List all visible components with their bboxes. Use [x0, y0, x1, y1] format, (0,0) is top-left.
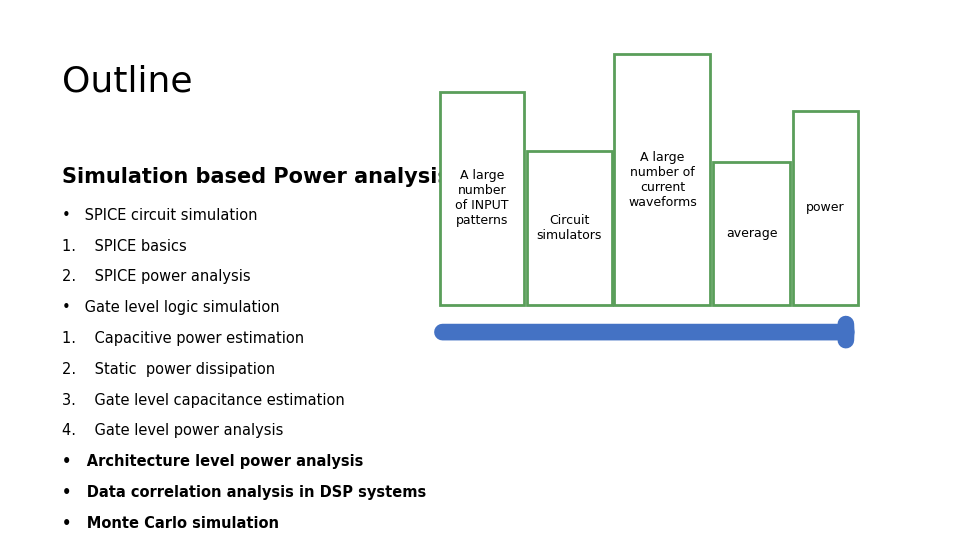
Bar: [527, 151, 612, 305]
Text: •   Data correlation analysis in DSP systems: • Data correlation analysis in DSP syste…: [62, 485, 426, 500]
Text: A large
number
of INPUT
patterns: A large number of INPUT patterns: [455, 170, 509, 227]
Text: Circuit
simulators: Circuit simulators: [537, 214, 602, 242]
Text: •   Architecture level power analysis: • Architecture level power analysis: [62, 454, 364, 469]
Text: 4.    Gate level power analysis: 4. Gate level power analysis: [62, 423, 284, 438]
Text: power: power: [806, 201, 845, 214]
Text: 2.    Static  power dissipation: 2. Static power dissipation: [62, 362, 276, 377]
Text: A large
number of
current
waveforms: A large number of current waveforms: [628, 151, 697, 208]
Bar: [793, 111, 858, 305]
Text: 3.    Gate level capacitance estimation: 3. Gate level capacitance estimation: [62, 393, 346, 408]
Bar: [614, 54, 710, 305]
Text: average: average: [726, 227, 778, 240]
Text: 2.    SPICE power analysis: 2. SPICE power analysis: [62, 269, 251, 285]
Text: •   Monte Carlo simulation: • Monte Carlo simulation: [62, 516, 279, 531]
Text: 1.    SPICE basics: 1. SPICE basics: [62, 239, 187, 254]
Bar: [713, 162, 790, 305]
Text: 1.    Capacitive power estimation: 1. Capacitive power estimation: [62, 331, 304, 346]
Bar: [440, 92, 524, 305]
Text: •   Gate level logic simulation: • Gate level logic simulation: [62, 300, 280, 315]
Text: •   SPICE circuit simulation: • SPICE circuit simulation: [62, 208, 258, 223]
Text: Simulation based Power analysis:: Simulation based Power analysis:: [62, 167, 459, 187]
Text: Outline: Outline: [62, 65, 193, 99]
